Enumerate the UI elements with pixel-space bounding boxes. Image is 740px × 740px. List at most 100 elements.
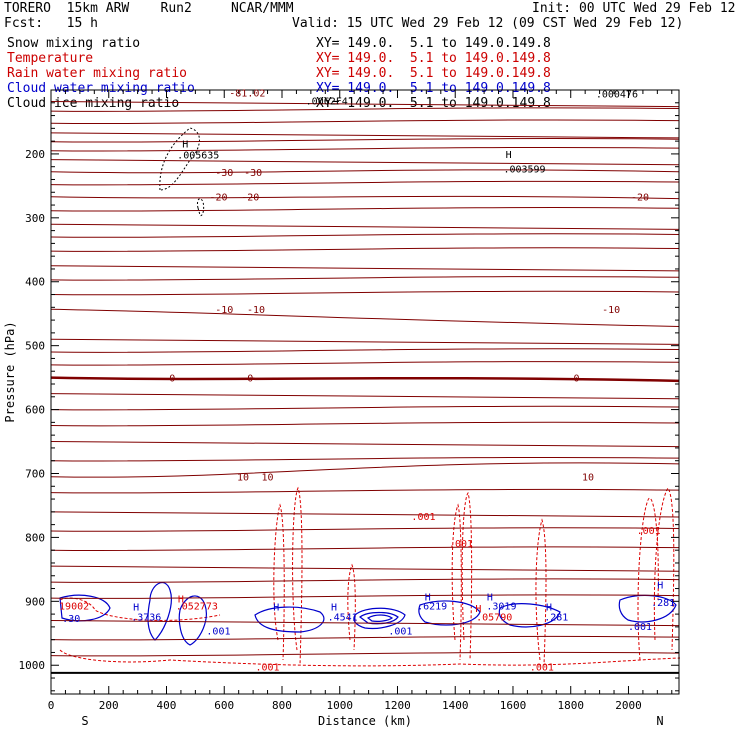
high-marker: H [657, 581, 663, 592]
isotherm-line [50, 441, 680, 448]
isotherm-label: -20 [209, 193, 227, 204]
x-tick-label: 400 [157, 699, 177, 712]
rain-contour [451, 503, 462, 661]
cloud-water-contour [178, 595, 207, 646]
x-tick-label: 600 [214, 699, 234, 712]
value-label: .3019 [486, 602, 516, 613]
x-tick-label: 2000 [615, 699, 642, 712]
cloud-water-contour [254, 606, 325, 633]
isotherm-line [50, 247, 680, 252]
isotherm-label: -10 [247, 305, 265, 316]
isotherm-line [50, 456, 680, 462]
high-marker: H [133, 602, 139, 613]
x-axis-title: Distance (km) [318, 714, 412, 728]
y-tick-label: 600 [25, 404, 45, 417]
value-label: -81.02 [229, 88, 265, 99]
isotherm-label: -10 [602, 305, 620, 316]
isotherm-line [50, 290, 680, 296]
isotherm-line [50, 132, 680, 139]
rain-contour [292, 486, 303, 666]
high-marker: H [546, 602, 552, 613]
value-label: .001 [388, 627, 412, 638]
y-tick-label: 500 [25, 340, 45, 353]
cloud-water-contour [366, 614, 394, 622]
legend-xy-ice: XY= 149.0. 5.1 to 149.0.149.8 [316, 96, 551, 111]
value-label: .001 [256, 662, 280, 673]
cloud-water-contour [353, 607, 406, 630]
value-label: .0062F4 [306, 97, 348, 108]
isotherm-label: 10 [582, 473, 594, 484]
y-tick-label: 800 [25, 531, 45, 544]
init-time: Init: 00 UTC Wed 29 Feb 12 [532, 1, 736, 16]
isotherm-line [50, 276, 680, 281]
isotherm-label: 10 [262, 473, 274, 484]
end-label-south: S [81, 714, 88, 728]
isotherm-line [50, 207, 680, 212]
isotherm-line [50, 546, 680, 552]
rain-contour [59, 649, 681, 667]
rain-contour [653, 487, 675, 651]
legend-xy-cloud-water: XY= 149.0. 5.1 to 149.0.149.8 [316, 81, 551, 96]
x-tick-label: 1600 [500, 699, 527, 712]
isotherm-label: 10 [237, 473, 249, 484]
isotherm-line [50, 195, 680, 200]
value-label: .001 [411, 512, 435, 523]
plot-frame [50, 89, 680, 695]
temperature-contours [50, 101, 680, 657]
value-label: .001 [637, 526, 661, 537]
value-label: 19002 [59, 602, 89, 613]
isotherm-line [50, 107, 680, 112]
isotherm-line [50, 405, 680, 411]
high-marker: H [506, 150, 512, 161]
rain-contour [347, 563, 356, 651]
x-tick-label: 1800 [557, 699, 584, 712]
x-tick-label: 1400 [442, 699, 469, 712]
cloud-water-contour [358, 611, 399, 625]
value-label: .281 [651, 598, 675, 609]
isotherm-line [50, 651, 680, 657]
value-label: .281 [544, 612, 568, 623]
isotherm-line [50, 180, 680, 186]
value-label: .000476 [596, 90, 638, 101]
isotherm-line [50, 101, 680, 108]
isotherm-label: 0 [169, 374, 175, 385]
isotherm-line [50, 565, 680, 572]
y-tick-label: 900 [25, 595, 45, 608]
isotherm-line [50, 265, 680, 272]
isotherm-line [50, 393, 680, 400]
legend-name-temperature: Temperature [7, 51, 94, 66]
x-tick-label: 1000 [326, 699, 353, 712]
isotherm-line [50, 594, 680, 599]
isotherm-line [50, 361, 680, 366]
isotherm-line [50, 119, 680, 125]
legend-name-rain: Rain water mixing ratio [7, 66, 188, 81]
value-label: .001 [628, 622, 652, 633]
y-tick-label: 1000 [19, 659, 46, 672]
isotherm-line [50, 169, 680, 174]
isotherm-line [50, 527, 680, 532]
rain-contour [273, 503, 285, 661]
ice-contour [159, 127, 200, 191]
isotherm-line [50, 619, 680, 627]
isotherm-line [50, 138, 680, 143]
isotherm-label: -10 [215, 305, 233, 316]
isotherm-line [50, 348, 680, 353]
y-tick-label: 400 [25, 276, 45, 289]
isotherm-line [50, 233, 680, 238]
value-label: .003599 [503, 164, 545, 175]
isotherm-line [50, 462, 680, 478]
high-marker: H [273, 602, 279, 613]
rain-contour [59, 597, 221, 621]
legend-name-snow: Snow mixing ratio [7, 36, 141, 51]
isotherm-line [50, 511, 680, 518]
isotherm-line [50, 488, 680, 494]
x-tick-label: 1200 [384, 699, 411, 712]
isotherm-label: -30 [244, 168, 262, 179]
y-tick-label: 700 [25, 467, 45, 480]
isotherm-line [50, 146, 680, 152]
y-axis-title: Pressure (hPa) [3, 321, 17, 422]
rain-contour [535, 518, 547, 666]
value-label: .001 [449, 539, 473, 550]
